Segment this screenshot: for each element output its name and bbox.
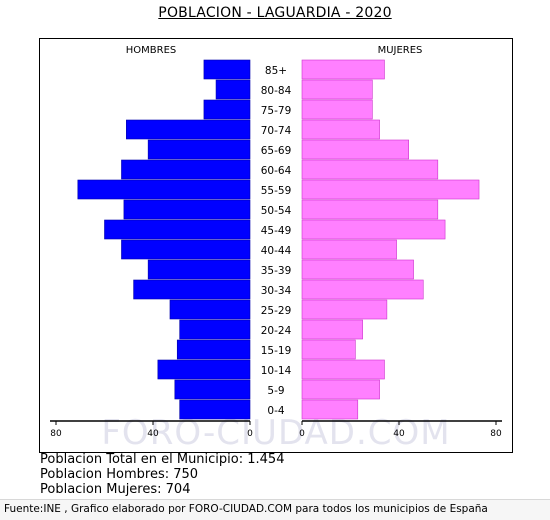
age-label-85+: 85+ [265, 65, 287, 77]
age-label-20-24: 20-24 [261, 325, 292, 337]
male-population: Poblacion Hombres: 750 [40, 467, 199, 482]
female-bar-30-34 [301, 279, 424, 300]
male-bar-50-54 [123, 199, 251, 220]
male-bar-20-24 [179, 319, 251, 340]
age-label-80-84: 80-84 [261, 85, 292, 97]
age-label-25-29: 25-29 [261, 305, 292, 317]
age-label-50-54: 50-54 [261, 205, 292, 217]
age-label-0-4: 0-4 [267, 405, 284, 417]
female-bar-0-4 [301, 399, 359, 420]
female-bar-15-19 [301, 339, 356, 360]
female-population: Poblacion Mujeres: 704 [40, 482, 191, 497]
female-bar-75-79 [301, 99, 373, 120]
male-bar-10-14 [157, 359, 251, 380]
female-bar-50-54 [301, 199, 439, 220]
female-bar-70-74 [301, 119, 380, 140]
age-label-60-64: 60-64 [261, 165, 292, 177]
age-label-15-19: 15-19 [261, 345, 292, 357]
female-bar-5-9 [301, 379, 380, 400]
male-bar-75-79 [203, 99, 251, 120]
male-tick-label-0: 0 [247, 429, 253, 439]
female-bar-60-64 [301, 159, 439, 180]
female-bar-80-84 [301, 79, 373, 100]
male-bar-5-9 [174, 379, 251, 400]
age-label-35-39: 35-39 [261, 265, 292, 277]
male-bar-0-4 [179, 399, 251, 420]
age-label-55-59: 55-59 [261, 185, 292, 197]
male-bar-70-74 [126, 119, 251, 140]
male-bar-25-29 [169, 299, 251, 320]
total-population: Poblacion Total en el Municipio: 1.454 [40, 452, 285, 467]
age-label-5-9: 5-9 [267, 385, 284, 397]
male-bar-85+ [203, 59, 251, 80]
male-bar-65-69 [147, 139, 251, 160]
male-bar-40-44 [121, 239, 251, 260]
female-tick-label-0: 0 [299, 429, 305, 439]
female-bar-20-24 [301, 319, 363, 340]
male-bar-55-59 [77, 179, 251, 200]
watermark: FORO-CIUDAD.COM [101, 413, 450, 452]
female-tick-label-80: 80 [490, 429, 502, 439]
footer-bar: Fuente:INE , Grafico elaborado por FORO-… [0, 499, 550, 520]
age-label-70-74: 70-74 [261, 125, 292, 137]
pyramid-panel: FORO-CIUDAD.COM HOMBRES MUJERES 85+ 80-84… [39, 38, 513, 453]
age-label-45-49: 45-49 [261, 225, 292, 237]
age-label-30-34: 30-34 [261, 285, 292, 297]
chart-title: POBLACION - LAGUARDIA - 2020 [158, 5, 392, 21]
population-pyramid-chart: FORO-CIUDAD.COM HOMBRES MUJERES 85+ 80-84… [50, 45, 502, 452]
female-bar-55-59 [301, 179, 480, 200]
female-bar-65-69 [301, 139, 409, 160]
age-label-75-79: 75-79 [261, 105, 292, 117]
mujeres-label: MUJERES [378, 45, 423, 56]
male-bar-80-84 [215, 79, 251, 100]
female-bar-10-14 [301, 359, 385, 380]
male-bar-45-49 [104, 219, 251, 240]
female-bar-25-29 [301, 299, 388, 320]
footer-source: Fuente:INE , Grafico elaborado por FORO-… [4, 503, 488, 515]
hombres-label: HOMBRES [126, 45, 177, 56]
male-bar-35-39 [147, 259, 251, 280]
male-bar-30-34 [133, 279, 251, 300]
male-tick-label-40: 40 [147, 429, 159, 439]
female-bar-35-39 [301, 259, 414, 280]
female-bar-40-44 [301, 239, 397, 260]
age-label-65-69: 65-69 [261, 145, 292, 157]
age-label-10-14: 10-14 [261, 365, 292, 377]
male-tick-label-80: 80 [50, 429, 62, 439]
age-label-40-44: 40-44 [261, 245, 292, 257]
male-bar-15-19 [176, 339, 251, 360]
female-tick-label-40: 40 [393, 429, 405, 439]
population-summary: Poblacion Total en el Municipio: 1.454 P… [40, 452, 284, 497]
female-bar-45-49 [301, 219, 446, 240]
female-bar-85+ [301, 59, 385, 80]
male-bar-60-64 [121, 159, 251, 180]
